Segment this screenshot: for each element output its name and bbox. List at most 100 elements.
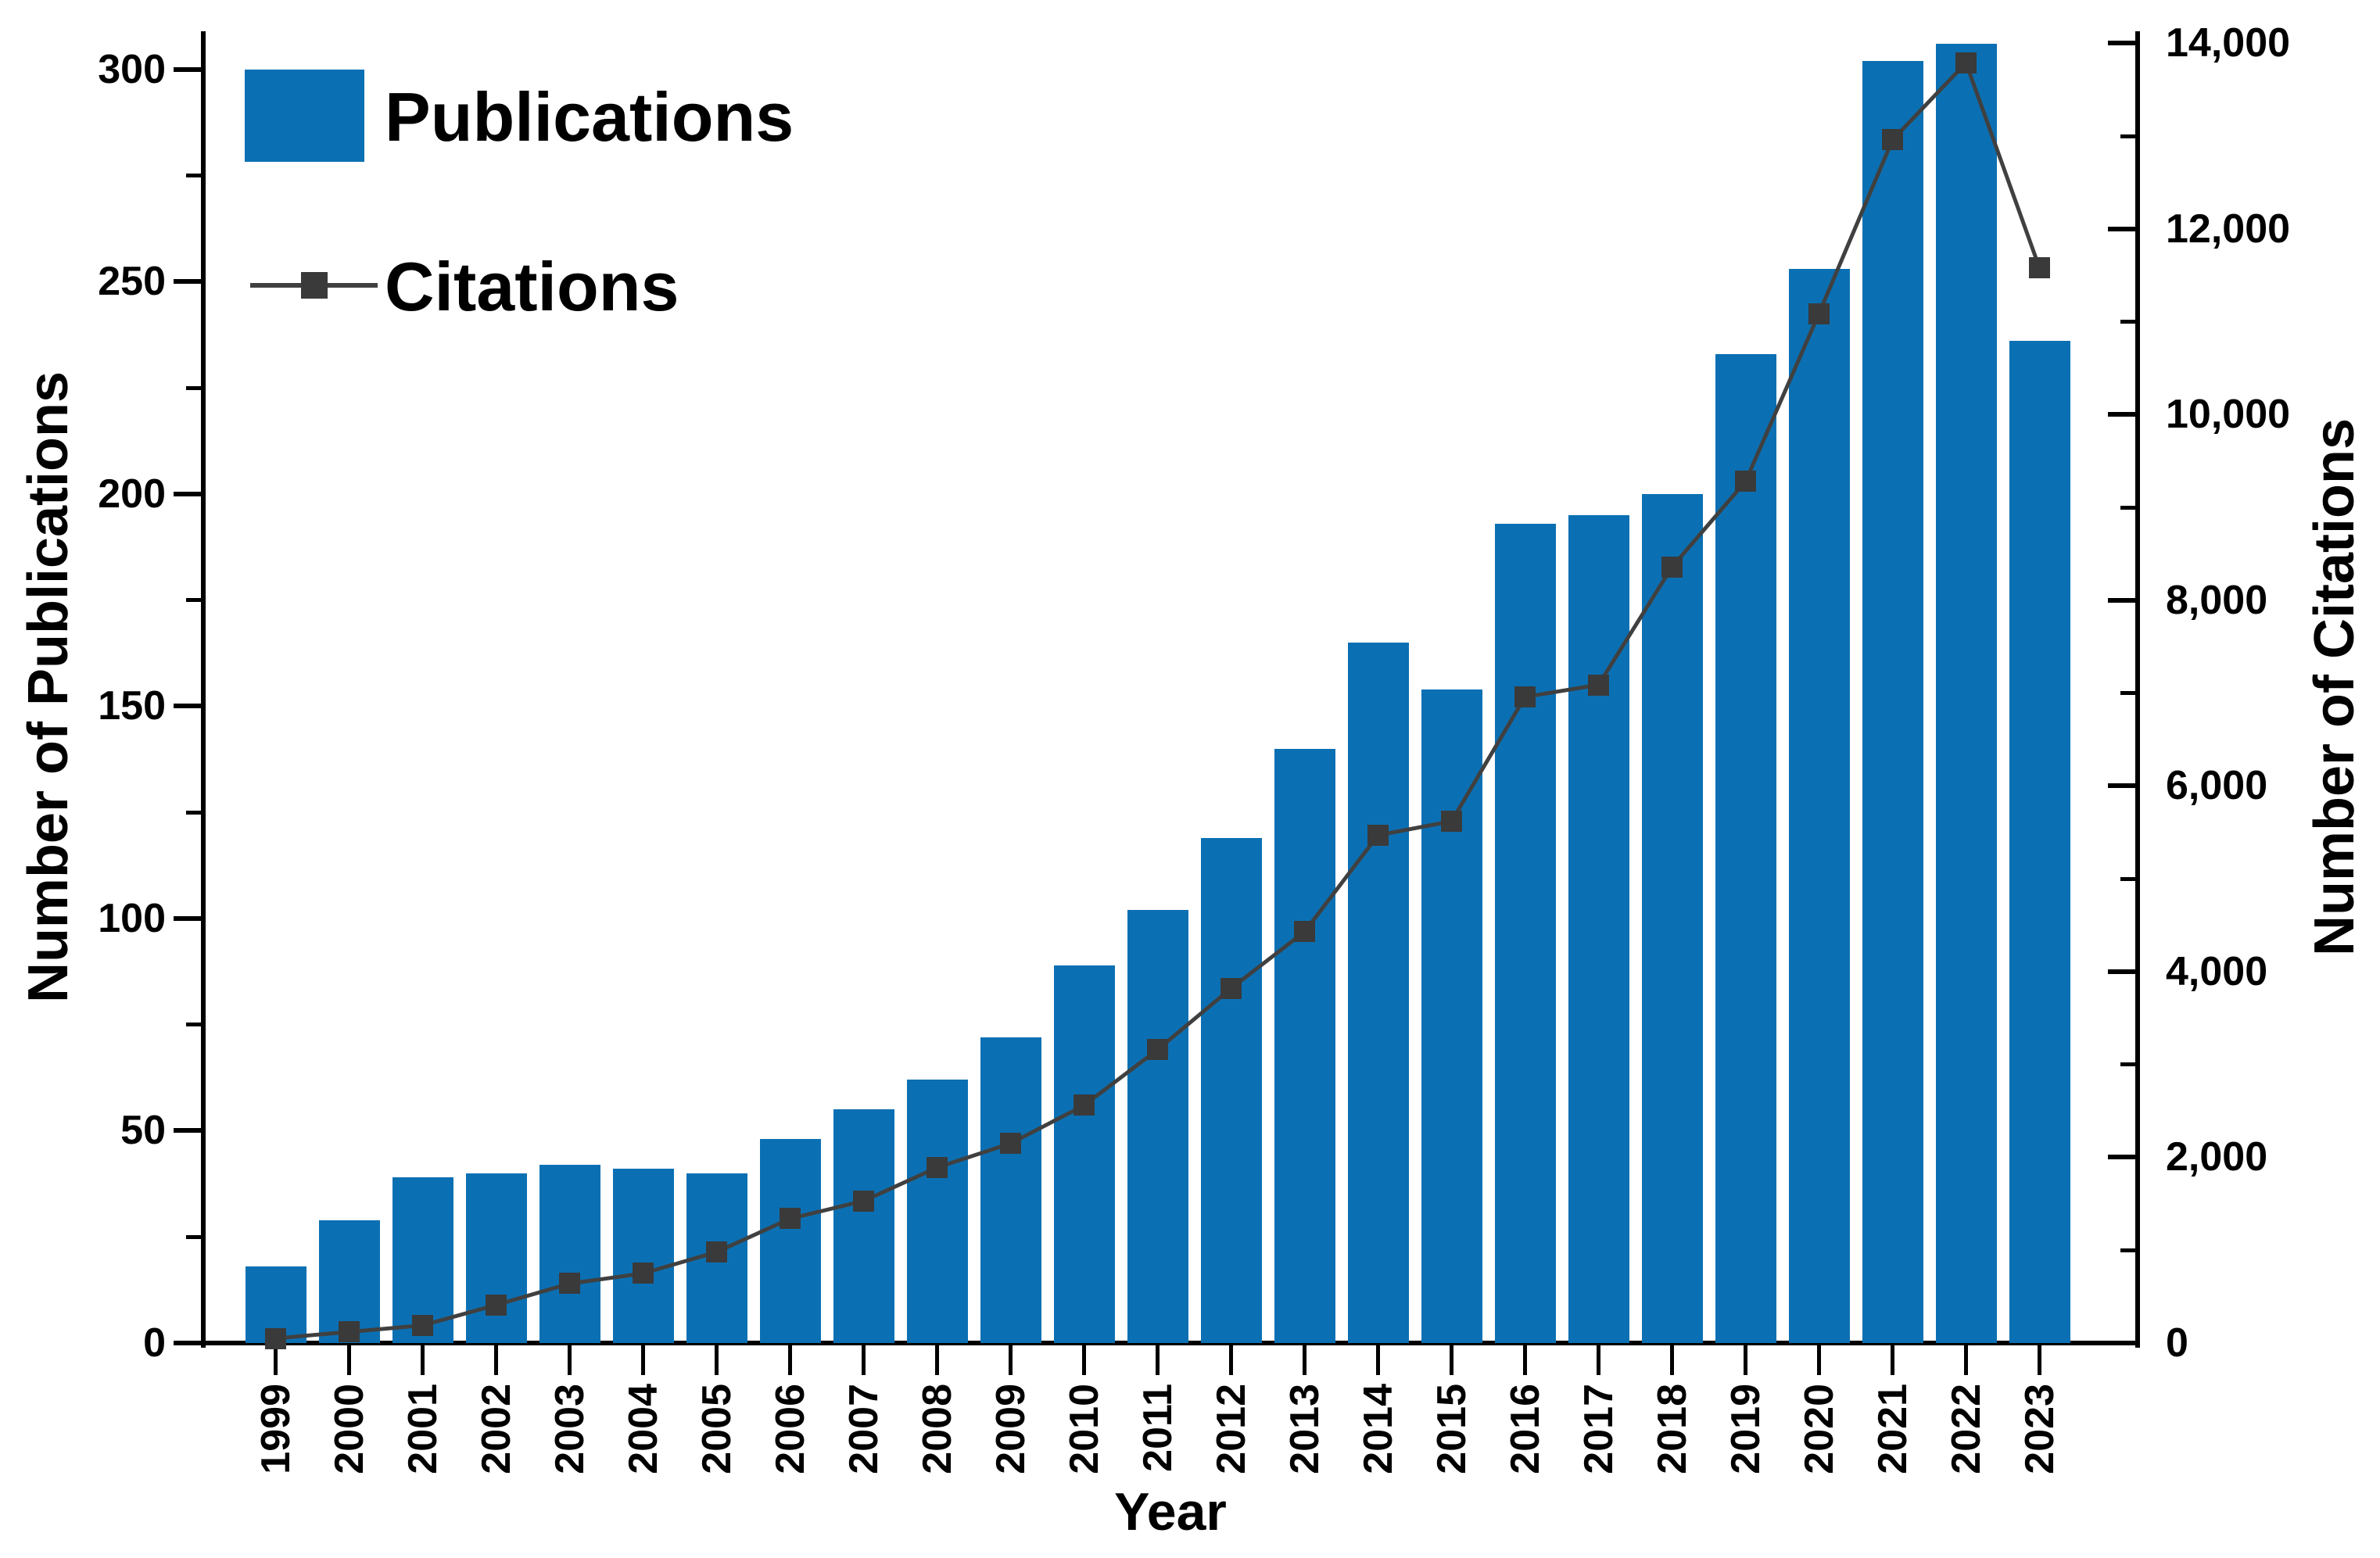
legend-publications-label: Publications (385, 78, 794, 156)
left-axis-minor-tick (186, 385, 203, 390)
right-axis-minor-tick (2120, 134, 2138, 138)
x-axis-tick (1523, 1345, 1527, 1375)
publications-bar (1421, 689, 1482, 1343)
publications-bar (759, 1139, 821, 1343)
x-axis-tick (1156, 1345, 1160, 1375)
x-axis-tick (1009, 1345, 1013, 1375)
x-axis-tick (1891, 1345, 1894, 1375)
x-axis-tick (1817, 1345, 1821, 1375)
citation-marker (339, 1321, 360, 1343)
legend-citations-marker-icon (301, 272, 328, 299)
citation-marker (1441, 811, 1462, 833)
publications-bar (1200, 837, 1262, 1343)
x-axis-tick (1670, 1345, 1674, 1375)
citation-marker (1808, 303, 1830, 324)
x-axis-tick (347, 1345, 351, 1375)
x-axis-tick (1450, 1345, 1453, 1375)
left-axis-minor-tick (186, 174, 203, 178)
left-axis-tick-label: 150 (98, 683, 166, 729)
left-axis-major-tick (174, 915, 203, 921)
right-axis-major-tick (2108, 969, 2138, 974)
publications-bar (1494, 523, 1556, 1343)
x-axis-tick (1744, 1345, 1747, 1375)
left-axis-minor-tick (186, 810, 203, 815)
citation-marker (265, 1327, 286, 1349)
right-axis-minor-tick (2120, 691, 2138, 696)
publications-bar (1788, 269, 1850, 1343)
citation-marker (1882, 129, 1903, 151)
x-axis-tick (788, 1345, 792, 1375)
left-axis-minor-tick (186, 1023, 203, 1027)
left-axis-tick-label: 300 (98, 46, 166, 92)
right-axis-major-tick (2108, 41, 2138, 46)
publications-bar (1274, 748, 1335, 1343)
right-axis-minor-tick (2120, 876, 2138, 881)
left-axis-major-tick (174, 704, 203, 709)
right-axis-minor-tick (2120, 505, 2138, 510)
right-axis-minor-tick (2120, 320, 2138, 324)
left-axis-tick-label: 50 (120, 1108, 166, 1154)
right-axis-tick-label: 2,000 (2166, 1134, 2268, 1180)
right-axis-major-tick (2108, 1341, 2138, 1345)
citation-marker (633, 1263, 654, 1284)
left-axis-tick-label: 250 (98, 259, 166, 305)
publications-bar (1641, 493, 1703, 1343)
right-axis-major-tick (2108, 1155, 2138, 1160)
publications-bar (612, 1169, 674, 1343)
citation-marker (1514, 686, 1536, 707)
citation-marker (1220, 977, 1242, 999)
x-axis-line (201, 1341, 2140, 1345)
publications-bar (833, 1109, 894, 1343)
x-axis-tick (494, 1345, 498, 1375)
citation-marker (1074, 1094, 1095, 1116)
right-axis-major-tick (2108, 226, 2138, 231)
x-axis-tick (274, 1345, 278, 1375)
x-axis-tick (1597, 1345, 1600, 1375)
citation-marker (486, 1294, 507, 1316)
citation-marker (927, 1157, 948, 1179)
citation-marker (1735, 471, 1756, 492)
publications-bar (1935, 44, 1997, 1343)
publications-bar (1715, 353, 1776, 1343)
citation-marker (2029, 257, 2050, 279)
left-axis-tick-label: 0 (143, 1320, 166, 1366)
right-axis-title: Number of Citations (2303, 417, 2366, 957)
publications-bar (539, 1164, 600, 1343)
citation-marker (1000, 1133, 1021, 1155)
citation-marker (1147, 1039, 1168, 1061)
right-axis-tick-label: 10,000 (2166, 392, 2291, 438)
right-axis-minor-tick (2120, 1248, 2138, 1252)
right-axis-tick-label: 12,000 (2166, 206, 2291, 252)
citation-marker (1294, 921, 1315, 943)
left-axis-major-tick (174, 491, 203, 496)
left-axis-major-tick (174, 1128, 203, 1134)
legend-publications-swatch (245, 70, 364, 162)
x-axis-tick (1376, 1345, 1380, 1375)
legend-citations-label: Citations (385, 248, 679, 325)
citation-marker (706, 1241, 727, 1263)
x-axis-tick (1964, 1345, 1968, 1375)
publications-bar (1053, 965, 1115, 1343)
right-axis-minor-tick (2120, 1062, 2138, 1067)
citation-marker (1367, 824, 1389, 846)
citation-marker (1588, 674, 1609, 696)
publications-bar (2009, 341, 2070, 1343)
x-axis-tick (2038, 1345, 2041, 1375)
x-axis-tick (862, 1345, 866, 1375)
citation-marker (1955, 52, 1977, 73)
publications-bar (980, 1037, 1041, 1343)
right-axis-tick-label: 0 (2166, 1320, 2188, 1366)
left-axis-minor-tick (186, 1234, 203, 1239)
right-axis-tick-label: 14,000 (2166, 20, 2291, 66)
left-axis-minor-tick (186, 598, 203, 603)
right-axis-tick-label: 4,000 (2166, 948, 2268, 994)
x-axis-tick (641, 1345, 645, 1375)
left-axis-title: Number of Publications (17, 371, 80, 1004)
left-axis-major-tick (174, 279, 203, 285)
x-axis-tick (1082, 1345, 1086, 1375)
x-axis-tick (715, 1345, 719, 1375)
right-axis-tick-label: 8,000 (2166, 577, 2268, 623)
x-axis-title: Year (1114, 1482, 1227, 1542)
